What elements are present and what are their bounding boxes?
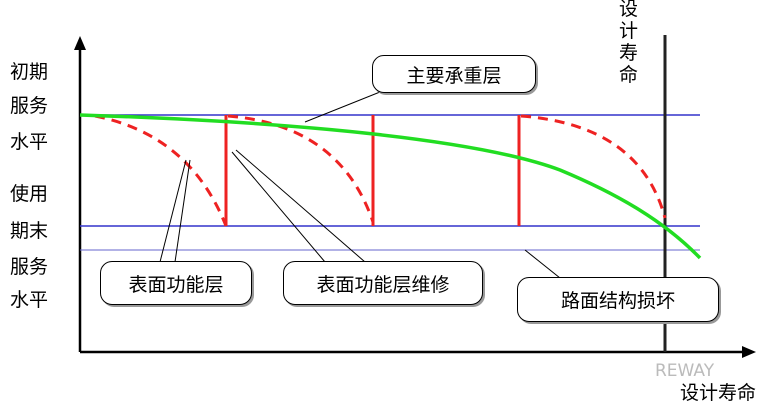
initial-level-label-1: 初期 (10, 61, 49, 83)
pointer-failure (524, 249, 561, 279)
design-life-top-2: 计 (619, 20, 639, 42)
surface-curve-2 (227, 114, 375, 223)
y-axis-arrow (74, 36, 86, 50)
callout-surface-layer-text: 表面功能层 (128, 273, 224, 296)
initial-level-label-2: 服务 (10, 95, 49, 117)
pointer-main-layer (304, 89, 386, 123)
callout-surface-repair-text: 表面功能层维修 (316, 273, 450, 296)
initial-level-label-3: 水平 (10, 131, 49, 153)
surface-curve-1 (94, 114, 228, 227)
pointer-surface-1 (159, 159, 187, 263)
x-axis-label: 设计寿命 (680, 382, 757, 404)
design-life-top-1: 设 (619, 0, 639, 20)
terminal-level-label-4: 水平 (10, 289, 49, 311)
pointer-repair-2 (235, 149, 366, 263)
x-axis-arrow (742, 346, 756, 358)
callout-main-layer: 主要承重层 (372, 55, 536, 93)
callout-structural-failure-text: 路面结构损坏 (560, 290, 675, 312)
callout-surface-layer: 表面功能层 (100, 261, 252, 305)
terminal-level-label-3: 服务 (10, 256, 49, 278)
structure-curve (79, 113, 702, 260)
callout-structural-failure: 路面结构损坏 (517, 277, 719, 322)
design-life-top-4: 命 (619, 64, 639, 86)
callout-main-layer-text: 主要承重层 (406, 64, 502, 87)
callout-surface-repair: 表面功能层维修 (283, 261, 483, 305)
pointer-surface-2 (174, 159, 191, 263)
terminal-level-label-2: 期末 (10, 220, 49, 242)
terminal-level-label-1: 使用 (10, 183, 49, 205)
watermark: REWAY (655, 361, 715, 381)
pointer-repair-1 (231, 151, 326, 263)
surface-curve-3 (520, 114, 667, 219)
design-life-top-3: 寿 (619, 42, 639, 64)
